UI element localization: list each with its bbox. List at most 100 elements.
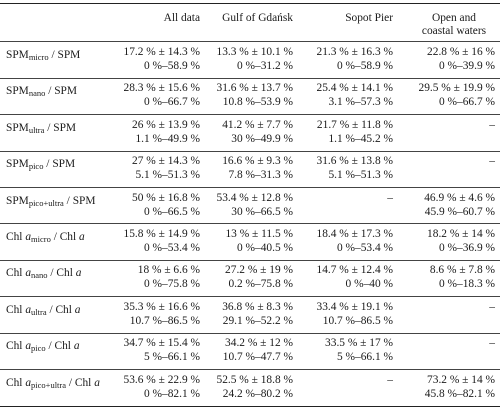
table-cell: –	[489, 154, 495, 168]
row-label: Chl amicro / Chl a	[6, 231, 85, 243]
cell-range: 45.9 %–60.7 %	[424, 205, 495, 218]
label-subscript: pico+ultra	[31, 379, 67, 390]
label-subscript: micro	[31, 234, 51, 244]
cell-range: 29.1 %–52.2 %	[222, 314, 293, 327]
row-label: Chl aultra / Chl a	[6, 304, 80, 316]
cell-range: 7.8 %–31.3 %	[228, 169, 293, 182]
label-subscript: pico	[31, 343, 46, 354]
label-post: / SPM	[45, 85, 78, 98]
label-subscript: nano	[31, 270, 48, 281]
table-cell: 33.5 % ± 17 % 5 %–66.1 %	[325, 336, 393, 364]
cell-mean-sd: 29.5 % ± 19.9 %	[418, 82, 496, 95]
row-label: SPMpico / SPM	[6, 158, 75, 170]
table-cell: –	[387, 191, 393, 205]
cell-range: 1.1 %–49.9 %	[135, 132, 200, 145]
cell-mean-sd: 25.4 % ± 14.1 %	[316, 82, 394, 95]
label-pre: Chl	[6, 231, 26, 243]
cell-mean-sd: 31.6 % ± 13.8 %	[316, 155, 394, 168]
cell-range: 0 %–39.9 %	[439, 60, 495, 72]
table-cell: 46.9 % ± 4.6 % 45.9 %–60.7 %	[424, 191, 495, 219]
cell-range: 0 %–40.5 %	[237, 242, 293, 254]
table-cell: –	[489, 300, 495, 314]
table-cell: 53.6 % ± 22.9 % 0 %–82.1 %	[124, 373, 201, 401]
table-row: SPMpico / SPM 27 % ± 14.3 % 5.1 %–51.3 % 16…	[0, 151, 500, 188]
header-open-line1: Open and	[432, 12, 476, 24]
header-sopot: Sopot Pier	[345, 12, 393, 24]
cell-mean-sd: 41.2 % ± 7.7 %	[222, 118, 293, 131]
table-cell: 13 % ± 11.5 % 0 %–40.5 %	[225, 227, 293, 255]
label-pre: Chl	[6, 303, 26, 316]
row-label: SPMultra / SPM	[6, 122, 76, 134]
cell-range: 0 %–58.9 %	[337, 60, 393, 72]
table-cell: 18.2 % ± 14 % 0 %–36.9 %	[427, 227, 495, 255]
cell-range: 1.1 %–45.2 %	[328, 132, 393, 145]
cell-range: 0 %–66.5 %	[144, 205, 200, 218]
cell-range: 30 %–49.9 %	[231, 132, 293, 145]
table-cell: 14.7 % ± 12.4 % 0 %–40 %	[317, 263, 394, 291]
table-cell: 34.2 % ± 12 % 10.7 %–47.7 %	[223, 336, 293, 364]
header-open-line2: coastal waters	[421, 25, 487, 38]
cell-mean-sd: 26 % ± 13.9 %	[132, 118, 200, 131]
table-cell: 18 % ± 6.6 % 0 %–75.8 %	[138, 263, 200, 291]
row-label: SPMnano / SPM	[6, 85, 77, 97]
cell-mean-sd: 27.2 % ± 19 %	[225, 264, 293, 277]
label-italic-a: a	[25, 303, 32, 316]
row-separator	[0, 150, 500, 152]
row-separator	[0, 259, 500, 261]
cell-range: 0 %–66.7 %	[439, 96, 495, 109]
row-separator	[0, 369, 500, 370]
label-post: / SPM	[44, 121, 77, 134]
table-cell: 26 % ± 13.9 % 1.1 %–49.9 %	[132, 118, 200, 146]
header-rule	[0, 41, 500, 42]
table-cell: 25.4 % ± 14.1 % 3.1 %–57.3 %	[317, 81, 394, 109]
cell-mean-sd: 36.8 % ± 8.3 %	[222, 300, 293, 313]
cell-mean-sd: 8.6 % ± 7.8 %	[429, 264, 495, 277]
table-cell: 41.2 % ± 7.7 % 30 %–49.9 %	[222, 118, 293, 146]
cell-range: 0 %–53.4 %	[144, 242, 200, 254]
top-rule	[0, 3, 500, 5]
label-italic-a: a	[73, 340, 80, 353]
cell-range: 5.1 %–51.3 %	[135, 169, 200, 182]
cell-mean-sd: 15.8 % ± 14.9 %	[123, 228, 201, 240]
table-cell: 21.3 % ± 16.3 % 0 %–58.9 %	[317, 45, 394, 73]
label-pre: SPM	[6, 121, 29, 134]
cell-range: 5 %–66.1 %	[337, 351, 393, 364]
cell-mean-sd: 46.9 % ± 4.6 %	[424, 191, 495, 204]
cell-mean-sd: 33.4 % ± 19.1 %	[316, 300, 394, 313]
cell-mean-sd: –	[489, 300, 495, 313]
table-cell: –	[387, 373, 393, 387]
row-label: Chl anano / Chl a	[6, 267, 81, 279]
cell-range: 0 %–66.7 %	[144, 96, 200, 109]
table-row: Chl aultra / Chl a 35.3 % ± 16.6 % 10.7 %–…	[0, 297, 500, 334]
row-separator	[0, 332, 500, 334]
table-cell: –	[489, 336, 495, 350]
table-cell: 21.7 % ± 11.8 % 1.1 %–45.2 %	[317, 118, 393, 146]
cell-mean-sd: 53.6 % ± 22.9 %	[123, 373, 201, 386]
label-pre: SPM	[6, 49, 29, 61]
cell-range: 10.7 %–86.5 %	[322, 314, 393, 327]
cell-mean-sd: 53.4 % ± 12.8 %	[216, 191, 294, 204]
cell-range: 30 %–66.5 %	[231, 205, 293, 218]
cell-mean-sd: –	[387, 373, 393, 386]
cell-mean-sd: 50 % ± 16.8 %	[132, 191, 200, 204]
label-subscript: ultra	[31, 306, 47, 317]
table-row: SPMmicro / SPM 17.2 % ± 14.3 % 0 %–58.9 % 1…	[0, 42, 500, 79]
table-cell: 22.8 % ± 16 % 0 %–39.9 %	[427, 45, 495, 73]
label-subscript: pico	[28, 161, 44, 172]
cell-mean-sd: 16.6 % ± 9.3 %	[222, 155, 293, 168]
cell-range: 3.1 %–57.3 %	[328, 96, 393, 109]
cell-range: 5.1 %–51.3 %	[328, 169, 393, 182]
cell-range: 0 %–40 %	[345, 278, 393, 291]
cell-range: 24.2 %–80.2 %	[222, 387, 293, 400]
header-open-coastal: Open and coastal waters	[413, 12, 495, 38]
cell-mean-sd: 21.3 % ± 16.3 %	[316, 46, 394, 58]
cell-mean-sd: 18 % ± 6.6 %	[137, 264, 200, 277]
cell-range: 10.7 %–47.7 %	[222, 351, 293, 364]
cell-range: 10.7 %–86.5 %	[129, 314, 200, 327]
cell-range: 10.8 %–53.9 %	[222, 96, 293, 109]
table-cell: 33.4 % ± 19.1 % 10.7 %–86.5 %	[317, 300, 394, 328]
row-separator	[0, 77, 500, 79]
table-cell: 35.3 % ± 16.6 % 10.7 %–86.5 %	[124, 300, 201, 328]
cell-mean-sd: 52.5 % ± 18.8 %	[216, 373, 294, 386]
